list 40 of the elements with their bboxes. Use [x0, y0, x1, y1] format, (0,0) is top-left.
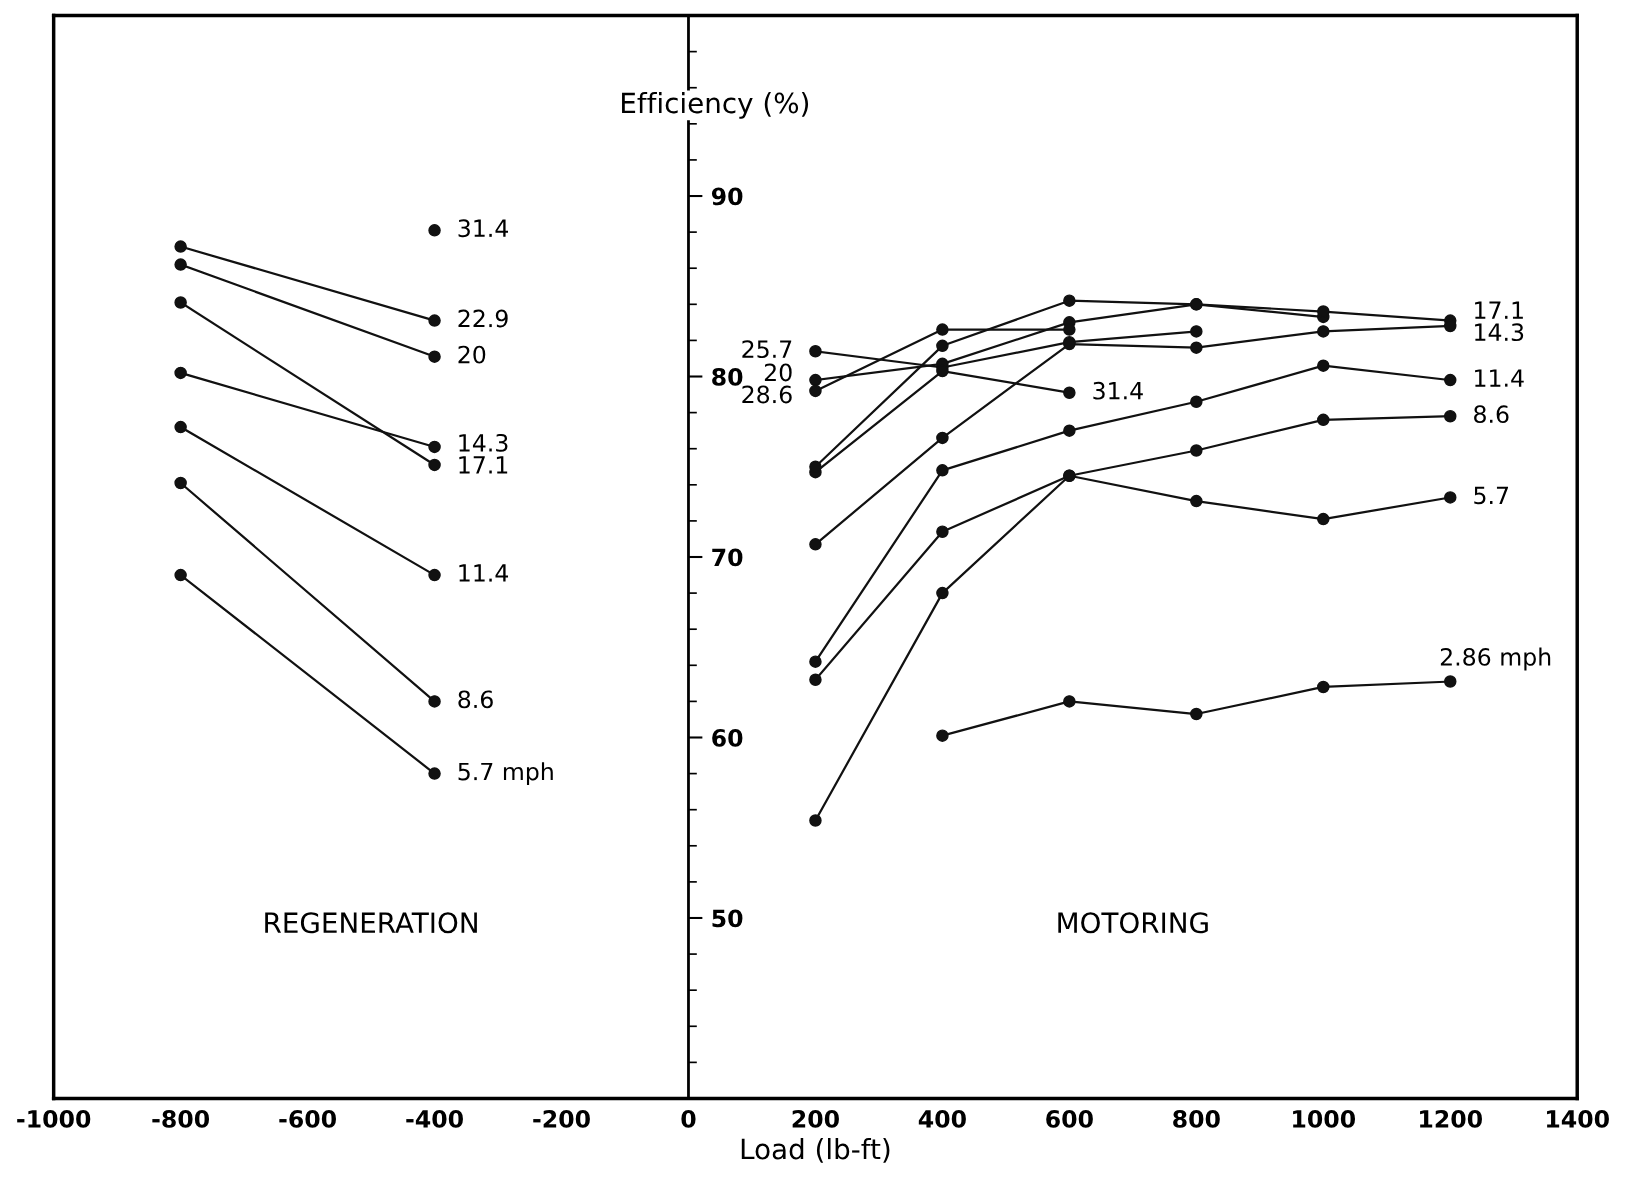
- annotation: 20: [458, 345, 486, 364]
- annotation: 11.4: [1475, 369, 1524, 387]
- annotation: 25.7: [742, 340, 792, 359]
- x-tick-label: -200: [533, 1110, 590, 1128]
- annotation: 14.3: [1475, 323, 1524, 342]
- annotation: 22.9: [458, 309, 508, 328]
- annotation: 31.4: [1093, 381, 1143, 400]
- annotation: 31.4: [458, 219, 509, 238]
- annotation: 11.4: [459, 564, 509, 582]
- annotation: 8.6: [458, 690, 493, 709]
- annotation: 17.1: [1475, 301, 1523, 319]
- x-tick-label: 1000: [1293, 1110, 1356, 1128]
- annotation: 14.3: [459, 433, 508, 452]
- annotation: 28.6: [742, 385, 792, 404]
- annotation: 5.7 mph: [458, 762, 553, 786]
- y-tick-label: 60: [712, 728, 743, 747]
- annotation: 8.6: [1474, 405, 1509, 424]
- x-tick-label: 0: [681, 1110, 696, 1128]
- x-tick-label: 600: [1046, 1110, 1093, 1128]
- y-axis-title: Efficiency (%): [622, 91, 809, 119]
- annotation: MOTORING: [1058, 912, 1208, 934]
- x-tick-label: 1200: [1420, 1110, 1482, 1128]
- y-tick-label: 50: [712, 909, 743, 928]
- x-tick-label: 200: [792, 1110, 839, 1128]
- x-tick-label: -600: [279, 1110, 336, 1128]
- x-axis-title: Load (lb-ft): [741, 1138, 890, 1163]
- y-tick-label: 80: [712, 367, 743, 386]
- x-tick-label: 400: [918, 1110, 966, 1128]
- y-tick-label: 70: [712, 548, 743, 567]
- x-tick-label: -400: [406, 1110, 463, 1128]
- annotation: 20: [764, 363, 792, 382]
- annotation: 17.1: [459, 456, 508, 474]
- y-tick-label: 90: [711, 187, 743, 206]
- x-tick-label: 1400: [1547, 1110, 1609, 1128]
- x-tick-label: 800: [1173, 1110, 1220, 1128]
- x-tick-label: -800: [152, 1110, 210, 1128]
- annotation: REGENERATION: [265, 912, 477, 934]
- annotation: 2.86 mph: [1440, 647, 1551, 671]
- annotation: 5.7: [1474, 486, 1509, 505]
- x-tick-label: -1000: [17, 1110, 91, 1128]
